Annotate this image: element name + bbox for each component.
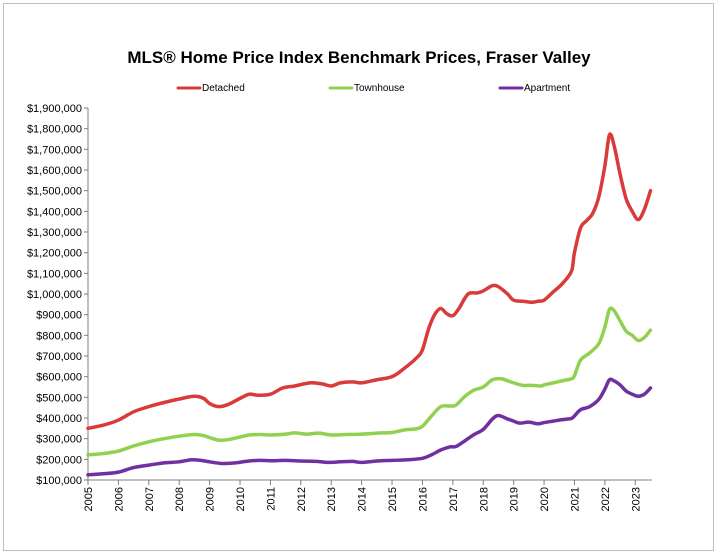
chart-frame [3,3,714,551]
x-axis-ticks: 2005 2006 2007 2008 2009 2010 2011 2012 2013 2014… [83,480,642,511]
x-tick-label: 2019 [509,487,521,511]
y-axis-ticks: $100,000 $200,000 $300,000 $400,000 $500,000… [27,103,88,487]
y-tick-label: $100,000 [36,475,82,487]
y-tick-label: $1,100,000 [27,268,82,280]
x-tick-label: 2012 [296,487,308,511]
x-tick-label: 2009 [205,487,217,511]
series-line-townhouse [86,306,653,457]
x-tick-label: 2015 [387,487,399,511]
y-tick-label: $200,000 [36,454,82,466]
y-tick-label: $1,000,000 [27,289,82,301]
x-tick-label: 2007 [144,487,156,511]
y-tick-label: $1,800,000 [27,124,82,136]
y-tick-label: $700,000 [36,351,82,363]
y-tick-label: $1,500,000 [27,186,82,198]
y-tick-label: $1,600,000 [27,165,82,177]
y-tick-label: $1,700,000 [27,144,82,156]
y-tick-label: $900,000 [36,310,82,322]
x-tick-label: 2014 [357,487,369,511]
legend: Detached Townhouse Apartment [176,83,570,94]
x-tick-label: 2017 [448,487,460,511]
axes [87,108,652,481]
y-tick-label: $500,000 [36,392,82,404]
x-tick-label: 2013 [326,487,338,511]
x-tick-label: 2020 [539,487,551,511]
x-tick-label: 2021 [569,487,581,511]
chart-title: MLS® Home Price Index Benchmark Prices, … [127,48,591,67]
x-tick-label: 2022 [600,487,612,511]
legend-label-apartment: Apartment [524,83,570,94]
legend-label-townhouse: Townhouse [354,83,405,94]
y-tick-label: $400,000 [36,413,82,425]
x-tick-label: 2005 [83,487,95,511]
y-tick-label: $1,300,000 [27,227,82,239]
x-tick-label: 2010 [235,487,247,511]
x-tick-label: 2011 [265,487,277,511]
y-tick-label: $600,000 [36,372,82,384]
legend-label-detached: Detached [202,83,245,94]
y-tick-label: $1,900,000 [27,103,82,115]
y-tick-label: $1,400,000 [27,206,82,218]
series-line-apartment [86,377,653,477]
series-line-detached [86,132,653,431]
x-tick-label: 2016 [417,487,429,511]
y-tick-label: $300,000 [36,434,82,446]
x-tick-label: 2008 [174,487,186,511]
y-tick-label: $1,200,000 [27,248,82,260]
x-tick-label: 2018 [478,487,490,511]
y-tick-label: $800,000 [36,330,82,342]
x-tick-label: 2006 [113,487,125,511]
series-group [86,132,653,477]
x-tick-label: 2023 [630,487,642,511]
